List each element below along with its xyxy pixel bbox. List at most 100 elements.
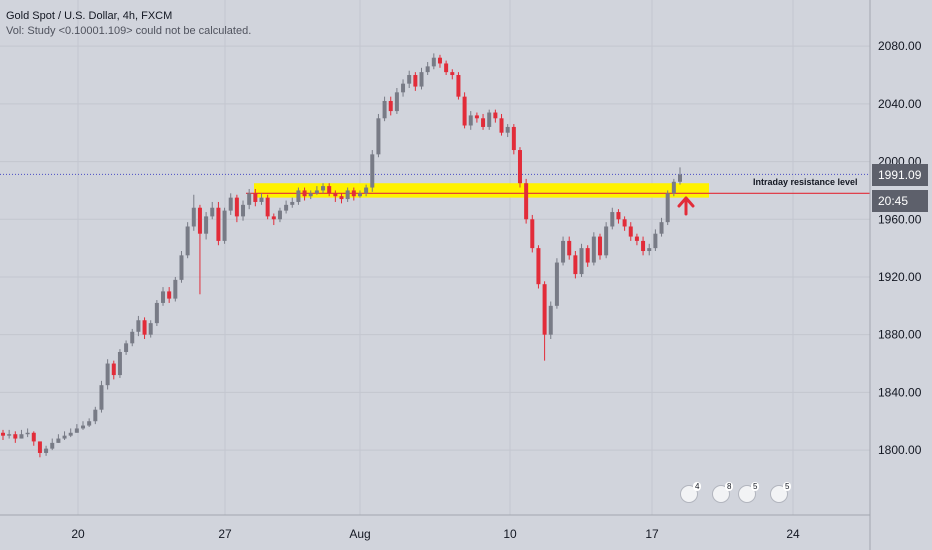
x-tick-label: 20	[71, 527, 85, 541]
plot-background	[0, 0, 870, 515]
candle-body	[228, 197, 233, 211]
candle-body	[99, 385, 104, 410]
candle-body	[579, 248, 584, 275]
candle-body	[7, 434, 12, 436]
symbol-title[interactable]: Gold Spot / U.S. Dollar, 4h, FXCM	[6, 10, 173, 22]
candle-body	[647, 248, 652, 252]
candle-body	[604, 226, 609, 256]
candle-body	[468, 115, 473, 126]
candle-body	[628, 226, 633, 237]
candle-body	[370, 154, 375, 188]
candle-body	[148, 323, 153, 335]
x-tick-label: 24	[786, 527, 800, 541]
candle-body	[610, 212, 615, 227]
x-tick-label: Aug	[349, 527, 370, 541]
candle-body	[407, 75, 412, 84]
candle-body	[191, 207, 196, 227]
candle-body	[616, 212, 621, 220]
candle-body	[357, 193, 362, 197]
candle-body	[308, 193, 313, 197]
candle-body	[413, 75, 418, 87]
chart-legend: Gold Spot / U.S. Dollar, 4h, FXCM Vol: S…	[6, 9, 251, 39]
candle-body	[117, 351, 122, 376]
event-count: 5	[751, 482, 760, 491]
candle-body	[197, 207, 202, 234]
candle-body	[136, 320, 141, 332]
economic-event-marker[interactable]: 8	[712, 482, 734, 507]
candle-body	[450, 72, 455, 76]
candle-body	[277, 210, 282, 220]
bar-countdown-tag: 20:45	[872, 190, 928, 212]
candle-body	[351, 190, 356, 197]
candle-body	[585, 248, 590, 263]
candle-body	[641, 240, 646, 252]
candle-body	[561, 240, 566, 263]
candle-body	[25, 432, 30, 435]
candle-body	[659, 222, 664, 234]
economic-event-marker[interactable]: 5	[770, 482, 792, 507]
candle-body	[481, 118, 486, 127]
candle-body	[105, 363, 110, 386]
candle-body	[474, 115, 479, 119]
y-tick-label: 2040.00	[878, 97, 922, 111]
resistance-zone	[254, 183, 709, 198]
candle-body	[124, 343, 129, 352]
candle-body	[265, 197, 270, 217]
candle-body	[296, 190, 301, 202]
candle-body	[68, 432, 73, 436]
candle-body	[161, 291, 166, 303]
price-axis[interactable]: 1800.001840.001880.001920.001960.002000.…	[878, 39, 922, 457]
x-tick-label: 10	[503, 527, 517, 541]
x-tick-label: 27	[218, 527, 232, 541]
candle-body	[536, 248, 541, 285]
candle-body	[597, 236, 602, 256]
candle-body	[419, 72, 424, 87]
candle-body	[87, 421, 92, 426]
y-tick-label: 1960.00	[878, 212, 922, 226]
candle-body	[401, 83, 406, 93]
candle-body	[634, 236, 639, 241]
candle-body	[241, 204, 246, 217]
y-tick-label: 1840.00	[878, 385, 922, 399]
candle-body	[499, 118, 504, 133]
candle-body	[678, 174, 682, 182]
candle-body	[93, 409, 98, 422]
candle-body	[253, 193, 258, 202]
candle-body	[456, 75, 461, 97]
candle-body	[204, 216, 209, 234]
candle-body	[388, 100, 393, 112]
candle-body	[179, 255, 184, 280]
volume-study-note: Vol: Study <0.10001.109> could not be ca…	[6, 25, 252, 37]
candle-body	[321, 186, 326, 191]
candle-body	[216, 207, 221, 241]
candle-body	[653, 233, 658, 249]
candle-body	[591, 236, 596, 263]
candle-body	[511, 126, 516, 151]
candle-body	[530, 219, 535, 249]
candle-body	[142, 320, 147, 335]
candle-body	[345, 190, 350, 200]
candle-body	[56, 438, 61, 443]
candle-body	[327, 186, 332, 194]
candle-body	[505, 126, 510, 133]
candle-body	[222, 210, 227, 241]
time-axis[interactable]: 20 27 Aug 10 17 24	[71, 527, 800, 541]
candle-body	[173, 279, 178, 299]
candle-body	[167, 291, 172, 299]
candle-body	[62, 435, 67, 439]
candle-body	[573, 255, 578, 275]
candle-body	[444, 63, 449, 73]
economic-event-marker[interactable]: 4	[680, 482, 702, 507]
candle-body	[493, 112, 498, 119]
y-tick-label: 1800.00	[878, 443, 922, 457]
event-count: 8	[725, 482, 734, 491]
candle-body	[13, 434, 18, 439]
candle-body	[44, 448, 49, 453]
candle-body	[333, 193, 338, 197]
economic-event-marker[interactable]: 5	[738, 482, 760, 507]
candle-body	[210, 207, 215, 217]
candle-body	[517, 150, 522, 184]
candle-body	[81, 425, 86, 429]
candle-body	[19, 434, 24, 439]
